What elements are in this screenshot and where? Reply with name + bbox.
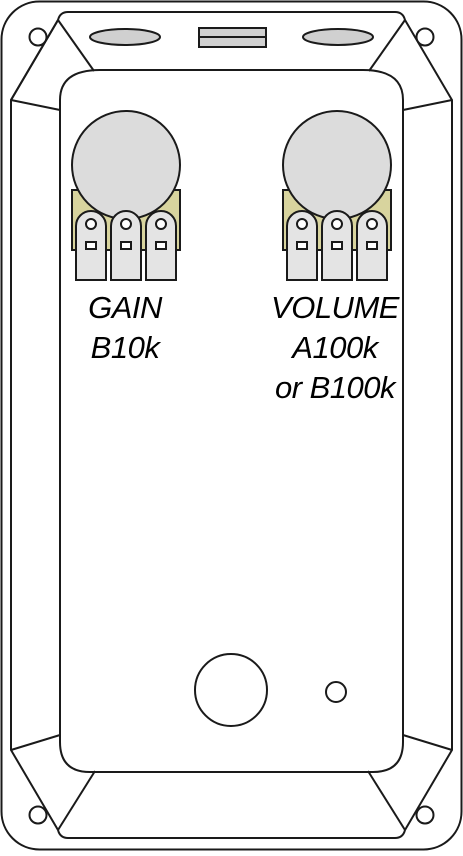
corner-line-bottom-left — [57, 770, 96, 831]
volume-pot-lug-2-slot — [331, 241, 343, 250]
bevel-line-top-left — [10, 19, 59, 101]
volume-pot-lug-2 — [321, 210, 353, 281]
corner-line-right-lower — [402, 734, 453, 751]
gain-pot-lug-2-slot — [120, 241, 132, 250]
volume-pot-lug-1-slot — [296, 241, 308, 250]
gain-pot-lug-2-hole — [120, 218, 132, 230]
volume-pot-lug-3 — [356, 210, 388, 281]
led-hole — [325, 681, 347, 703]
volume-pot-lug-1-hole — [296, 218, 308, 230]
volume-pot-label: VOLUME A100k or B100k — [245, 288, 425, 408]
volume-label-line-1: VOLUME — [271, 290, 399, 325]
corner-line-right-upper — [402, 99, 453, 111]
gain-pot-lug-3-hole — [155, 218, 167, 230]
footswitch-hole — [194, 653, 268, 727]
gain-pot-lug-3 — [145, 210, 177, 281]
screw-hole-bottom-left — [28, 805, 48, 825]
gain-pot — [71, 110, 181, 281]
gain-pot-lug-3-slot — [155, 241, 167, 250]
volume-pot-lug-1 — [286, 210, 318, 281]
volume-label-line-2: A100k — [292, 330, 378, 365]
jack-hole-right — [302, 28, 374, 46]
volume-pot-lug-3-hole — [366, 218, 378, 230]
gain-pot-knob — [71, 110, 181, 220]
volume-label-line-3: or B100k — [274, 370, 396, 405]
volume-pot-lug-2-hole — [331, 218, 343, 230]
gain-pot-lug-2 — [110, 210, 142, 281]
corner-line-left-lower — [10, 734, 61, 751]
gain-pot-lug-1-hole — [85, 218, 97, 230]
corner-line-left-upper — [10, 99, 61, 111]
volume-pot-knob — [282, 110, 392, 220]
corner-line-bottom-right — [367, 770, 406, 831]
gain-pot-label: GAIN B10k — [35, 288, 215, 368]
screw-hole-bottom-right — [415, 805, 435, 825]
screw-hole-top-right — [415, 27, 435, 47]
corner-line-top-right — [368, 19, 406, 72]
screw-hole-top-left — [28, 27, 48, 47]
gain-pot-lug-1 — [75, 210, 107, 281]
volume-pot — [282, 110, 392, 281]
volume-pot-lug-3-slot — [366, 241, 378, 250]
gain-pot-lug-1-slot — [85, 241, 97, 250]
jack-hole-left — [89, 28, 161, 46]
gain-label-line-1: GAIN — [88, 290, 162, 325]
gain-label-line-2: B10k — [90, 330, 160, 365]
corner-line-top-left — [57, 19, 95, 72]
